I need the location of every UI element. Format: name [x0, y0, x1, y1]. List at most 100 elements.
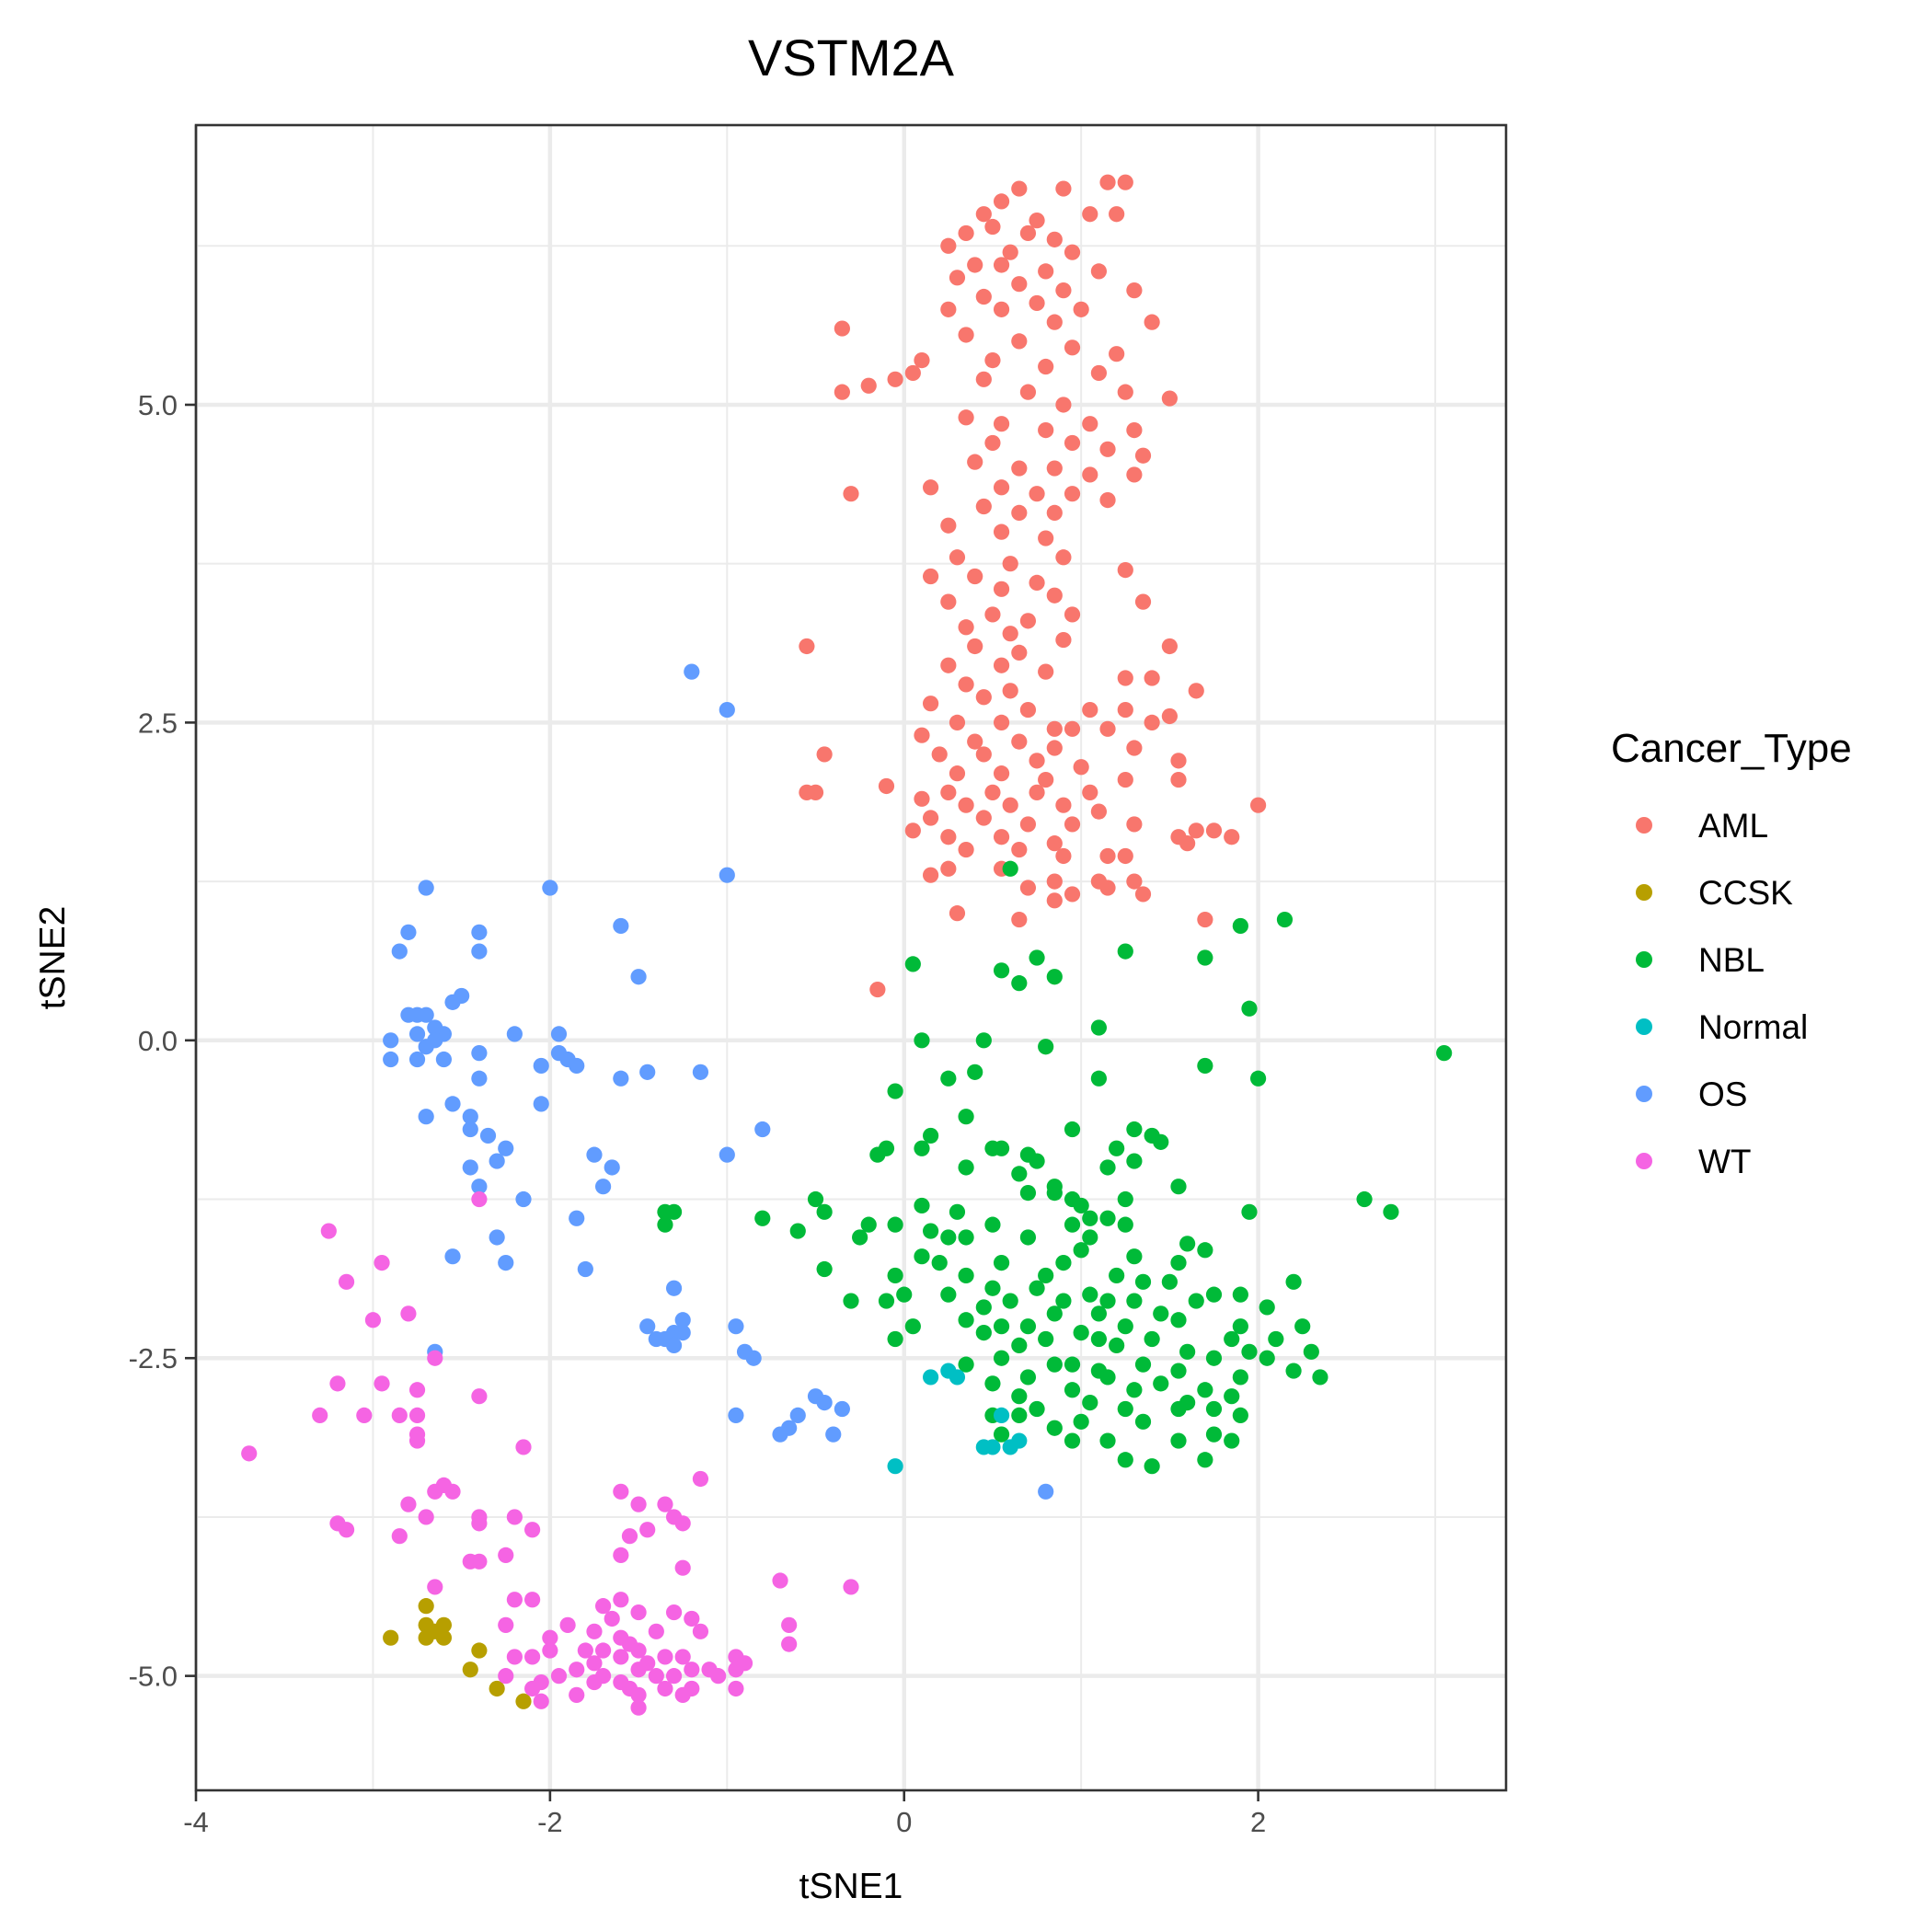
point-os — [772, 1426, 788, 1443]
point-wt — [639, 1522, 656, 1538]
point-nbl — [1249, 1070, 1267, 1087]
point-aml — [1055, 180, 1072, 197]
point-nbl — [1011, 1337, 1028, 1354]
point-aml — [1011, 333, 1028, 350]
point-aml — [1038, 358, 1054, 375]
point-aml — [958, 797, 974, 813]
point-aml — [940, 829, 957, 845]
point-aml — [1046, 460, 1063, 477]
point-nbl — [993, 1350, 1010, 1366]
point-aml — [1082, 701, 1098, 719]
point-aml — [1055, 397, 1072, 413]
point-nbl — [914, 1140, 930, 1156]
point-nbl — [1436, 1045, 1453, 1062]
point-nbl — [1303, 1343, 1319, 1360]
point-aml — [1117, 701, 1133, 719]
point-wt — [542, 1629, 558, 1646]
legend: Cancer_Type AML CCSK NBL Normal OS WT — [1611, 726, 1852, 1180]
point-wt — [594, 1598, 612, 1615]
point-os — [719, 701, 735, 719]
point-aml — [1046, 892, 1063, 909]
point-os — [400, 1006, 417, 1023]
point-nbl — [1170, 1432, 1187, 1449]
point-aml — [1117, 670, 1133, 686]
point-aml — [1046, 720, 1063, 737]
point-nbl — [975, 1032, 992, 1049]
point-nbl — [1109, 1337, 1125, 1354]
point-aml — [949, 765, 966, 782]
point-nbl — [816, 1203, 833, 1220]
point-aml — [1161, 707, 1178, 725]
point-aml — [1002, 797, 1018, 813]
point-wt — [843, 1579, 859, 1595]
point-aml — [1011, 644, 1028, 661]
point-os — [479, 1127, 497, 1144]
y-axis: -5.0 -2.5 0.0 2.5 5.0 — [129, 389, 196, 1693]
point-wt — [408, 1432, 426, 1449]
point-nbl — [958, 1109, 974, 1125]
point-nbl — [1312, 1369, 1328, 1386]
y-tick-label: -5.0 — [129, 1661, 178, 1693]
point-nbl — [1090, 1330, 1108, 1348]
point-aml — [1019, 701, 1037, 719]
point-aml — [887, 371, 903, 387]
point-aml — [993, 257, 1010, 273]
point-aml — [958, 619, 974, 636]
point-nbl — [1090, 1070, 1108, 1087]
point-nbl — [1002, 860, 1018, 877]
point-aml — [1064, 244, 1081, 260]
point-aml — [940, 301, 957, 317]
point-aml — [1038, 663, 1054, 680]
point-nbl — [993, 962, 1010, 979]
point-nbl — [1038, 1267, 1054, 1284]
point-nbl — [1082, 1286, 1098, 1303]
point-os — [639, 1318, 656, 1335]
point-nbl — [1153, 1305, 1169, 1322]
point-aml — [1046, 314, 1063, 330]
point-aml — [1179, 835, 1196, 852]
point-nbl — [896, 1286, 913, 1303]
point-nbl — [1170, 1363, 1187, 1379]
point-aml — [1082, 784, 1098, 800]
point-wt — [728, 1680, 744, 1697]
legend-label-ccsk: CCSK — [1698, 874, 1793, 912]
point-nbl — [852, 1229, 868, 1246]
point-nbl — [1019, 1185, 1037, 1202]
point-aml — [993, 829, 1010, 845]
point-aml — [1134, 593, 1152, 610]
point-aml — [1046, 740, 1063, 756]
point-os — [383, 1051, 399, 1068]
point-aml — [993, 765, 1010, 782]
point-nbl — [1099, 1293, 1116, 1309]
point-aml — [799, 784, 815, 800]
point-nbl — [1038, 1039, 1054, 1055]
point-aml — [1029, 486, 1045, 502]
point-wt — [241, 1445, 258, 1462]
point-aml — [1117, 847, 1133, 865]
point-nbl — [665, 1203, 683, 1220]
point-wt — [630, 1662, 647, 1678]
point-nbl — [1117, 1190, 1133, 1208]
point-normal — [949, 1369, 966, 1386]
point-aml — [1002, 683, 1018, 699]
point-nbl — [1099, 1210, 1116, 1226]
point-nbl — [1268, 1330, 1284, 1348]
legend-label-aml: AML — [1698, 807, 1768, 845]
point-aml — [1126, 466, 1143, 483]
point-aml — [949, 714, 966, 730]
point-nbl — [1232, 1407, 1248, 1424]
point-wt — [772, 1572, 788, 1589]
point-wt — [781, 1616, 798, 1633]
point-aml — [1099, 441, 1116, 457]
major-gridlines — [193, 125, 1506, 1790]
point-os — [471, 1045, 488, 1062]
point-nbl — [958, 1312, 974, 1328]
point-os — [400, 924, 417, 940]
point-normal — [1002, 1439, 1018, 1455]
point-aml — [1090, 364, 1108, 382]
point-nbl — [1285, 1363, 1302, 1379]
point-wt — [524, 1592, 541, 1608]
point-aml — [1099, 880, 1116, 896]
point-nbl — [1117, 1216, 1133, 1233]
point-aml — [940, 657, 957, 673]
